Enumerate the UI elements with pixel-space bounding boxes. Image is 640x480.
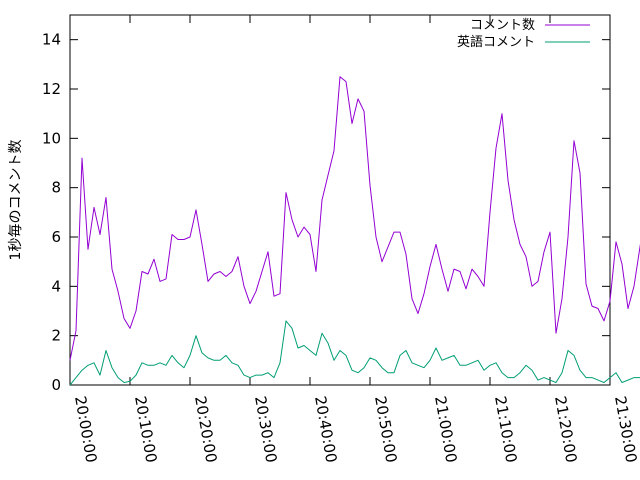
series-line-2 [69,320,640,386]
x-tick-label: 20:00:00 [71,395,100,464]
x-tick-label: 20:50:00 [371,395,400,464]
x-tick-label: 21:10:00 [491,395,520,464]
x-tick-label: 20:30:00 [251,395,280,464]
legend-label: 英語コメント [457,34,535,50]
legend-label: コメント数 [470,18,535,33]
x-axis: 20:00:00 20:10:00 20:20:00 20:30:00 20:40:00… [69,15,640,464]
y-tick-label: 2 [51,327,61,345]
y-tick-label: 10 [42,129,61,147]
y-tick-label: 4 [51,277,61,295]
x-tick-label: 20:20:00 [191,395,220,464]
series-layer [69,76,640,386]
plot-border [69,14,611,386]
y-tick-label: 8 [51,179,61,197]
plot-frame [69,14,611,386]
y-tick-label: 12 [42,80,61,98]
y-tick-label: 6 [51,228,61,246]
x-tick-label: 21:30:00 [611,395,640,464]
x-tick-label: 21:00:00 [431,395,460,464]
y-tick-label: 14 [42,31,61,49]
y-axis-label: 1秒毎のコメント数 [8,140,24,261]
x-tick-label: 20:10:00 [131,395,160,464]
series-line-1 [69,76,640,361]
x-tick-label: 21:20:00 [551,395,580,464]
y-axis: 0 2 4 6 8 10 12 14 [42,31,610,394]
x-tick-label: 20:40:00 [311,395,340,464]
y-tick-label: 0 [51,376,61,394]
